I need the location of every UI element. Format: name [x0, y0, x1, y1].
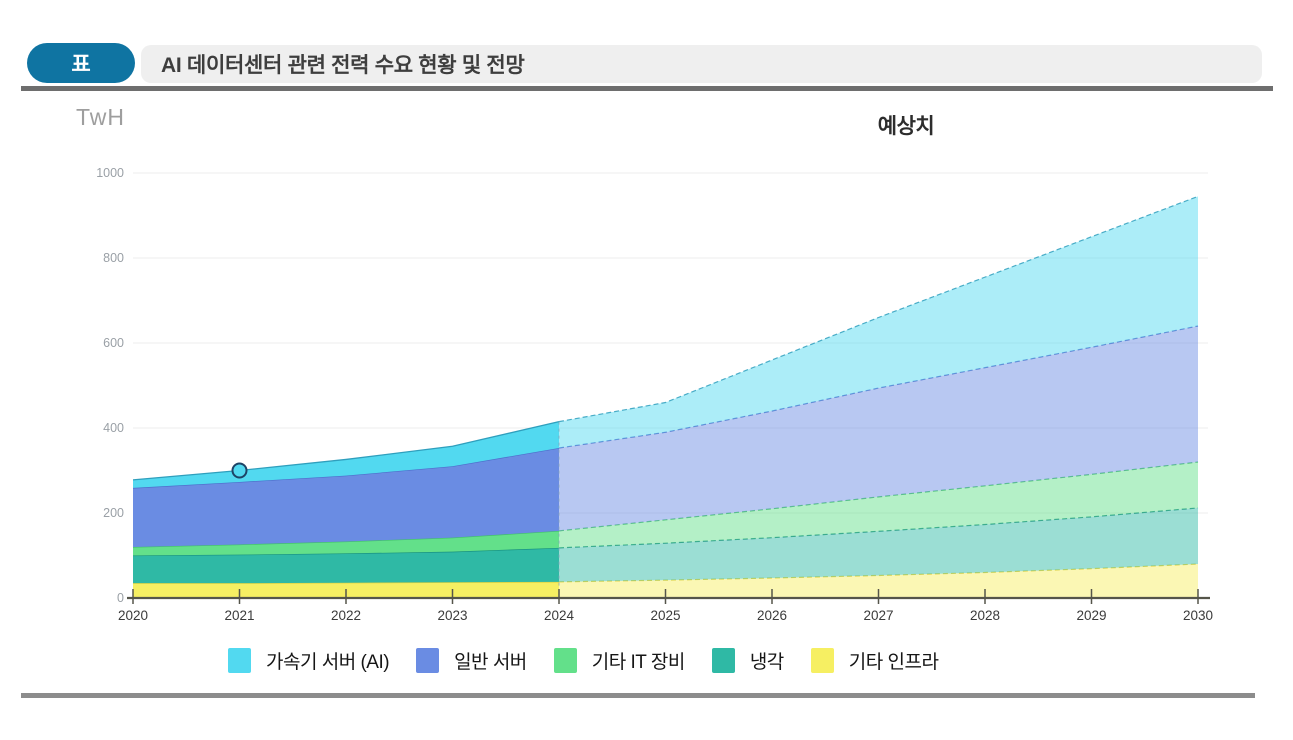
legend-swatch-icon	[228, 647, 251, 673]
y-tick-label-800: 800	[103, 251, 124, 265]
area-forecast	[559, 507, 1198, 582]
legend-label: 기타 IT 장비	[591, 651, 686, 673]
legend-item-2: 기타 IT 장비	[553, 647, 686, 674]
title-bar: AI 데이터센터 관련 전력 수요 현황 및 전망	[141, 45, 1262, 83]
area-edge-historical	[132, 420, 560, 481]
area-historical	[133, 447, 559, 547]
legend-label: 냉각	[749, 651, 784, 673]
x-tick-label-2029: 2029	[1076, 608, 1106, 623]
x-tick-label-2028: 2028	[970, 608, 1000, 623]
table-badge-label: 표	[71, 53, 91, 76]
forecast-annotation: 예상치	[877, 115, 935, 138]
area-forecast	[559, 196, 1198, 448]
legend-label: 기타 인프라	[848, 651, 939, 673]
area-edge-forecast	[558, 563, 1199, 583]
legend-item-3: 냉각	[711, 647, 784, 674]
x-tick-label-2020: 2020	[118, 608, 148, 623]
x-tick-label-2023: 2023	[437, 608, 467, 623]
y-tick-label-600: 600	[103, 336, 124, 350]
legend-label: 일반 서버	[454, 651, 527, 673]
legend-item-1: 일반 서버	[416, 647, 527, 674]
header-rule	[21, 86, 1273, 91]
x-tick-label-2025: 2025	[650, 608, 680, 623]
area-edge-forecast	[558, 195, 1199, 423]
y-axis-unit-label: TwH	[76, 104, 125, 130]
x-tick-label-2026: 2026	[757, 608, 787, 623]
x-tick-label-2024: 2024	[544, 608, 575, 623]
legend-swatch-icon	[416, 647, 440, 673]
x-tick-label-2027: 2027	[863, 608, 893, 623]
x-tick-label-2022: 2022	[331, 608, 361, 623]
total-marker	[231, 462, 248, 479]
x-tick-label-2021: 2021	[224, 608, 254, 623]
legend-swatch-icon	[553, 647, 577, 673]
area-forecast	[559, 564, 1198, 598]
y-tick-label-0: 0	[117, 591, 124, 605]
area-edge-forecast	[558, 507, 1199, 549]
table-badge: 표	[27, 43, 135, 83]
legend-swatch-icon	[711, 647, 735, 673]
y-tick-label-1000: 1000	[96, 166, 124, 180]
area-forecast	[559, 462, 1198, 548]
area-forecast	[559, 326, 1198, 531]
area-historical	[133, 530, 559, 556]
area-historical	[133, 547, 559, 584]
x-tick-label-2030: 2030	[1183, 608, 1213, 623]
area-edge-forecast	[558, 325, 1199, 449]
stacked-area-chart: 0 200 400 600 800 1000 2020 2021 2022 2023 2024 202…	[96, 166, 1213, 623]
legend-item-4: 기타 인프라	[810, 647, 939, 674]
y-tick-label-400: 400	[103, 421, 124, 435]
figure-title: AI 데이터센터 관련 전력 수요 현황 및 전망	[161, 54, 525, 77]
legend: 가속기 서버 (AI) 일반 서버 기타 IT 장비 냉각 기타 인프라	[228, 644, 939, 676]
bottom-rule	[21, 693, 1255, 698]
legend-item-0: 가속기 서버 (AI)	[228, 647, 390, 674]
legend-label: 가속기 서버 (AI)	[266, 651, 390, 673]
area-edge-forecast	[558, 461, 1199, 532]
legend-swatch-icon	[810, 647, 834, 673]
y-tick-label-200: 200	[103, 506, 124, 520]
